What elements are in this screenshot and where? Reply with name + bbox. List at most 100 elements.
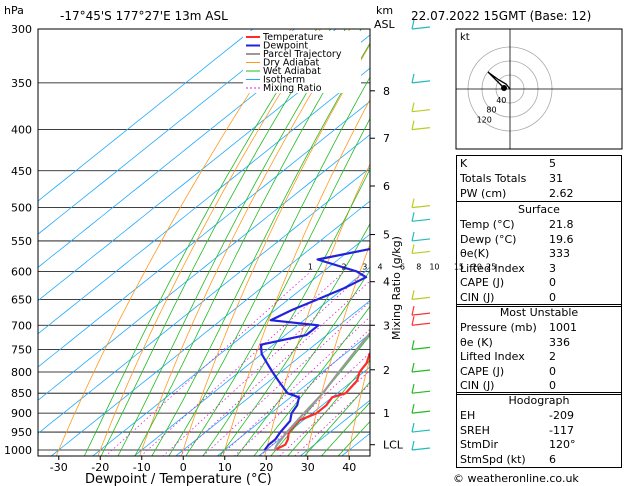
mixing-ratio-tick-label: 10 — [429, 262, 439, 271]
km-tick-label: 7 — [383, 132, 390, 145]
wind-barb — [411, 447, 431, 451]
isotherm-line — [38, 100, 370, 368]
plot-axes: 1 2 3 4 6 8 10 15 20 2530035040045050055060065070… — [4, 23, 496, 474]
stat-row: Temp (°C) 21.8 — [460, 218, 574, 231]
wind-barb — [411, 429, 431, 433]
km-tick-label: 3 — [383, 319, 390, 332]
pressure-tick-label: 500 — [11, 202, 32, 215]
wind-barb-flag — [411, 198, 415, 208]
pressure-tick-label: 850 — [11, 387, 32, 400]
stat-row: StmSpd (kt) 6 — [460, 452, 556, 466]
x-tick-label: -10 — [133, 461, 151, 474]
wet-adiabat-line — [134, 29, 362, 456]
wind-barb-flag — [411, 340, 415, 350]
wind-barb-flag — [411, 102, 415, 112]
stat-row: θe (K) 336 — [460, 335, 570, 349]
mixing-ratio-line — [178, 280, 370, 456]
isotherm-line — [175, 300, 370, 456]
dry-adiabat-line — [55, 29, 292, 456]
stat-row: θe(K) 333 — [460, 247, 570, 260]
stat-pw: PW (cm) 2.62 — [460, 187, 574, 200]
pressure-tick-label: 600 — [11, 265, 32, 278]
pressure-tick-label: 700 — [11, 319, 32, 332]
km-tick-label: 5 — [383, 229, 390, 242]
unstable-title: Most Unstable — [499, 306, 579, 319]
mixing-ratio-line — [202, 301, 370, 456]
isotherm-line — [38, 34, 370, 302]
isotherm-line — [258, 366, 370, 456]
km-tick-label: 6 — [383, 180, 390, 193]
stat-row: CIN (J) 0 — [460, 290, 556, 304]
mixing-ratio-line — [278, 369, 370, 456]
isotherm-line — [38, 29, 337, 268]
dry-adiabat-line — [264, 163, 370, 456]
mixing-ratio-tick-label: 20 — [472, 262, 482, 271]
stat-row: CIN (J) 0 — [460, 379, 556, 392]
legend-entry: Parcel Trajectory — [263, 49, 342, 60]
pressure-tick-label: 950 — [11, 426, 32, 439]
pressure-tick-label: 800 — [11, 366, 32, 379]
wind-barb — [411, 312, 431, 316]
wind-barb — [411, 390, 431, 394]
wind-barb — [411, 218, 431, 222]
stat-row: Pressure (mb) 1001 — [460, 321, 577, 334]
wind-barb — [411, 238, 431, 242]
dry-adiabat-line — [97, 29, 321, 456]
wind-barb-flag — [411, 316, 415, 326]
hodo-title: Hodograph — [508, 394, 570, 407]
hodograph-ring-label: 80 — [486, 106, 496, 115]
wet-adiabat-line — [303, 381, 370, 456]
mixing-ratio-tick-label: 6 — [400, 262, 405, 271]
footer-credit: © weatheronline.co.uk — [453, 472, 579, 485]
wind-barb — [411, 346, 431, 351]
wet-adiabat-line — [100, 29, 332, 456]
wind-barb-flag — [411, 244, 415, 254]
pressure-tick-label: 900 — [11, 407, 32, 420]
wet-adiabat-line — [287, 359, 370, 456]
mixing-ratio-line — [140, 271, 345, 456]
mixing-ratio-line — [259, 352, 370, 456]
wind-barb-flag — [411, 362, 415, 373]
km-tick-label: 1 — [383, 407, 390, 420]
mixing-ratio-tick-label: 25 — [486, 262, 496, 271]
hodograph-ring-label: 40 — [496, 96, 506, 105]
pressure-tick-label: 400 — [11, 124, 32, 137]
surface-title: Surface — [518, 203, 560, 216]
km-label: km — [376, 4, 393, 17]
indices-box — [456, 155, 622, 307]
wind-barb-flag — [411, 19, 415, 30]
mixing-ratio-axis-label: Mixing Ratio (g/kg) — [390, 236, 403, 340]
hpa-label: hPa — [4, 4, 24, 17]
hodograph-storm-marker — [501, 85, 507, 91]
isotherm-line — [38, 29, 296, 235]
legend-entry: Isotherm — [263, 75, 305, 86]
isotherm-line — [38, 167, 370, 434]
legend-box — [243, 31, 361, 93]
plot-grid — [38, 29, 370, 456]
mixing-ratio-tick-label: 15 — [454, 262, 464, 271]
pressure-tick-label: 450 — [11, 165, 32, 178]
wind-barbs — [411, 19, 431, 451]
legend-entry: Temperature — [262, 32, 323, 43]
km-tick-label: 4 — [383, 276, 390, 289]
isotherm-line — [216, 333, 370, 456]
wind-barb — [411, 322, 431, 326]
x-tick-label: 0 — [180, 461, 187, 474]
legend-entry: Dewpoint — [263, 41, 308, 52]
x-tick-label: 30 — [301, 461, 315, 474]
km-tick-label: 8 — [383, 85, 390, 98]
dry-adiabat-line — [180, 43, 370, 456]
wet-adiabat-line — [219, 222, 370, 456]
plot-traces — [259, 247, 370, 451]
stat-row: Lifted Index 2 — [460, 350, 556, 363]
wind-barb — [411, 296, 431, 300]
stat-row: EH -209 — [460, 409, 574, 422]
isotherm-line — [38, 67, 370, 335]
wind-barb-flag — [411, 422, 415, 433]
wind-barb — [411, 250, 431, 255]
series-dewpoint-line — [259, 247, 370, 451]
dry-adiabat-line — [139, 29, 351, 456]
